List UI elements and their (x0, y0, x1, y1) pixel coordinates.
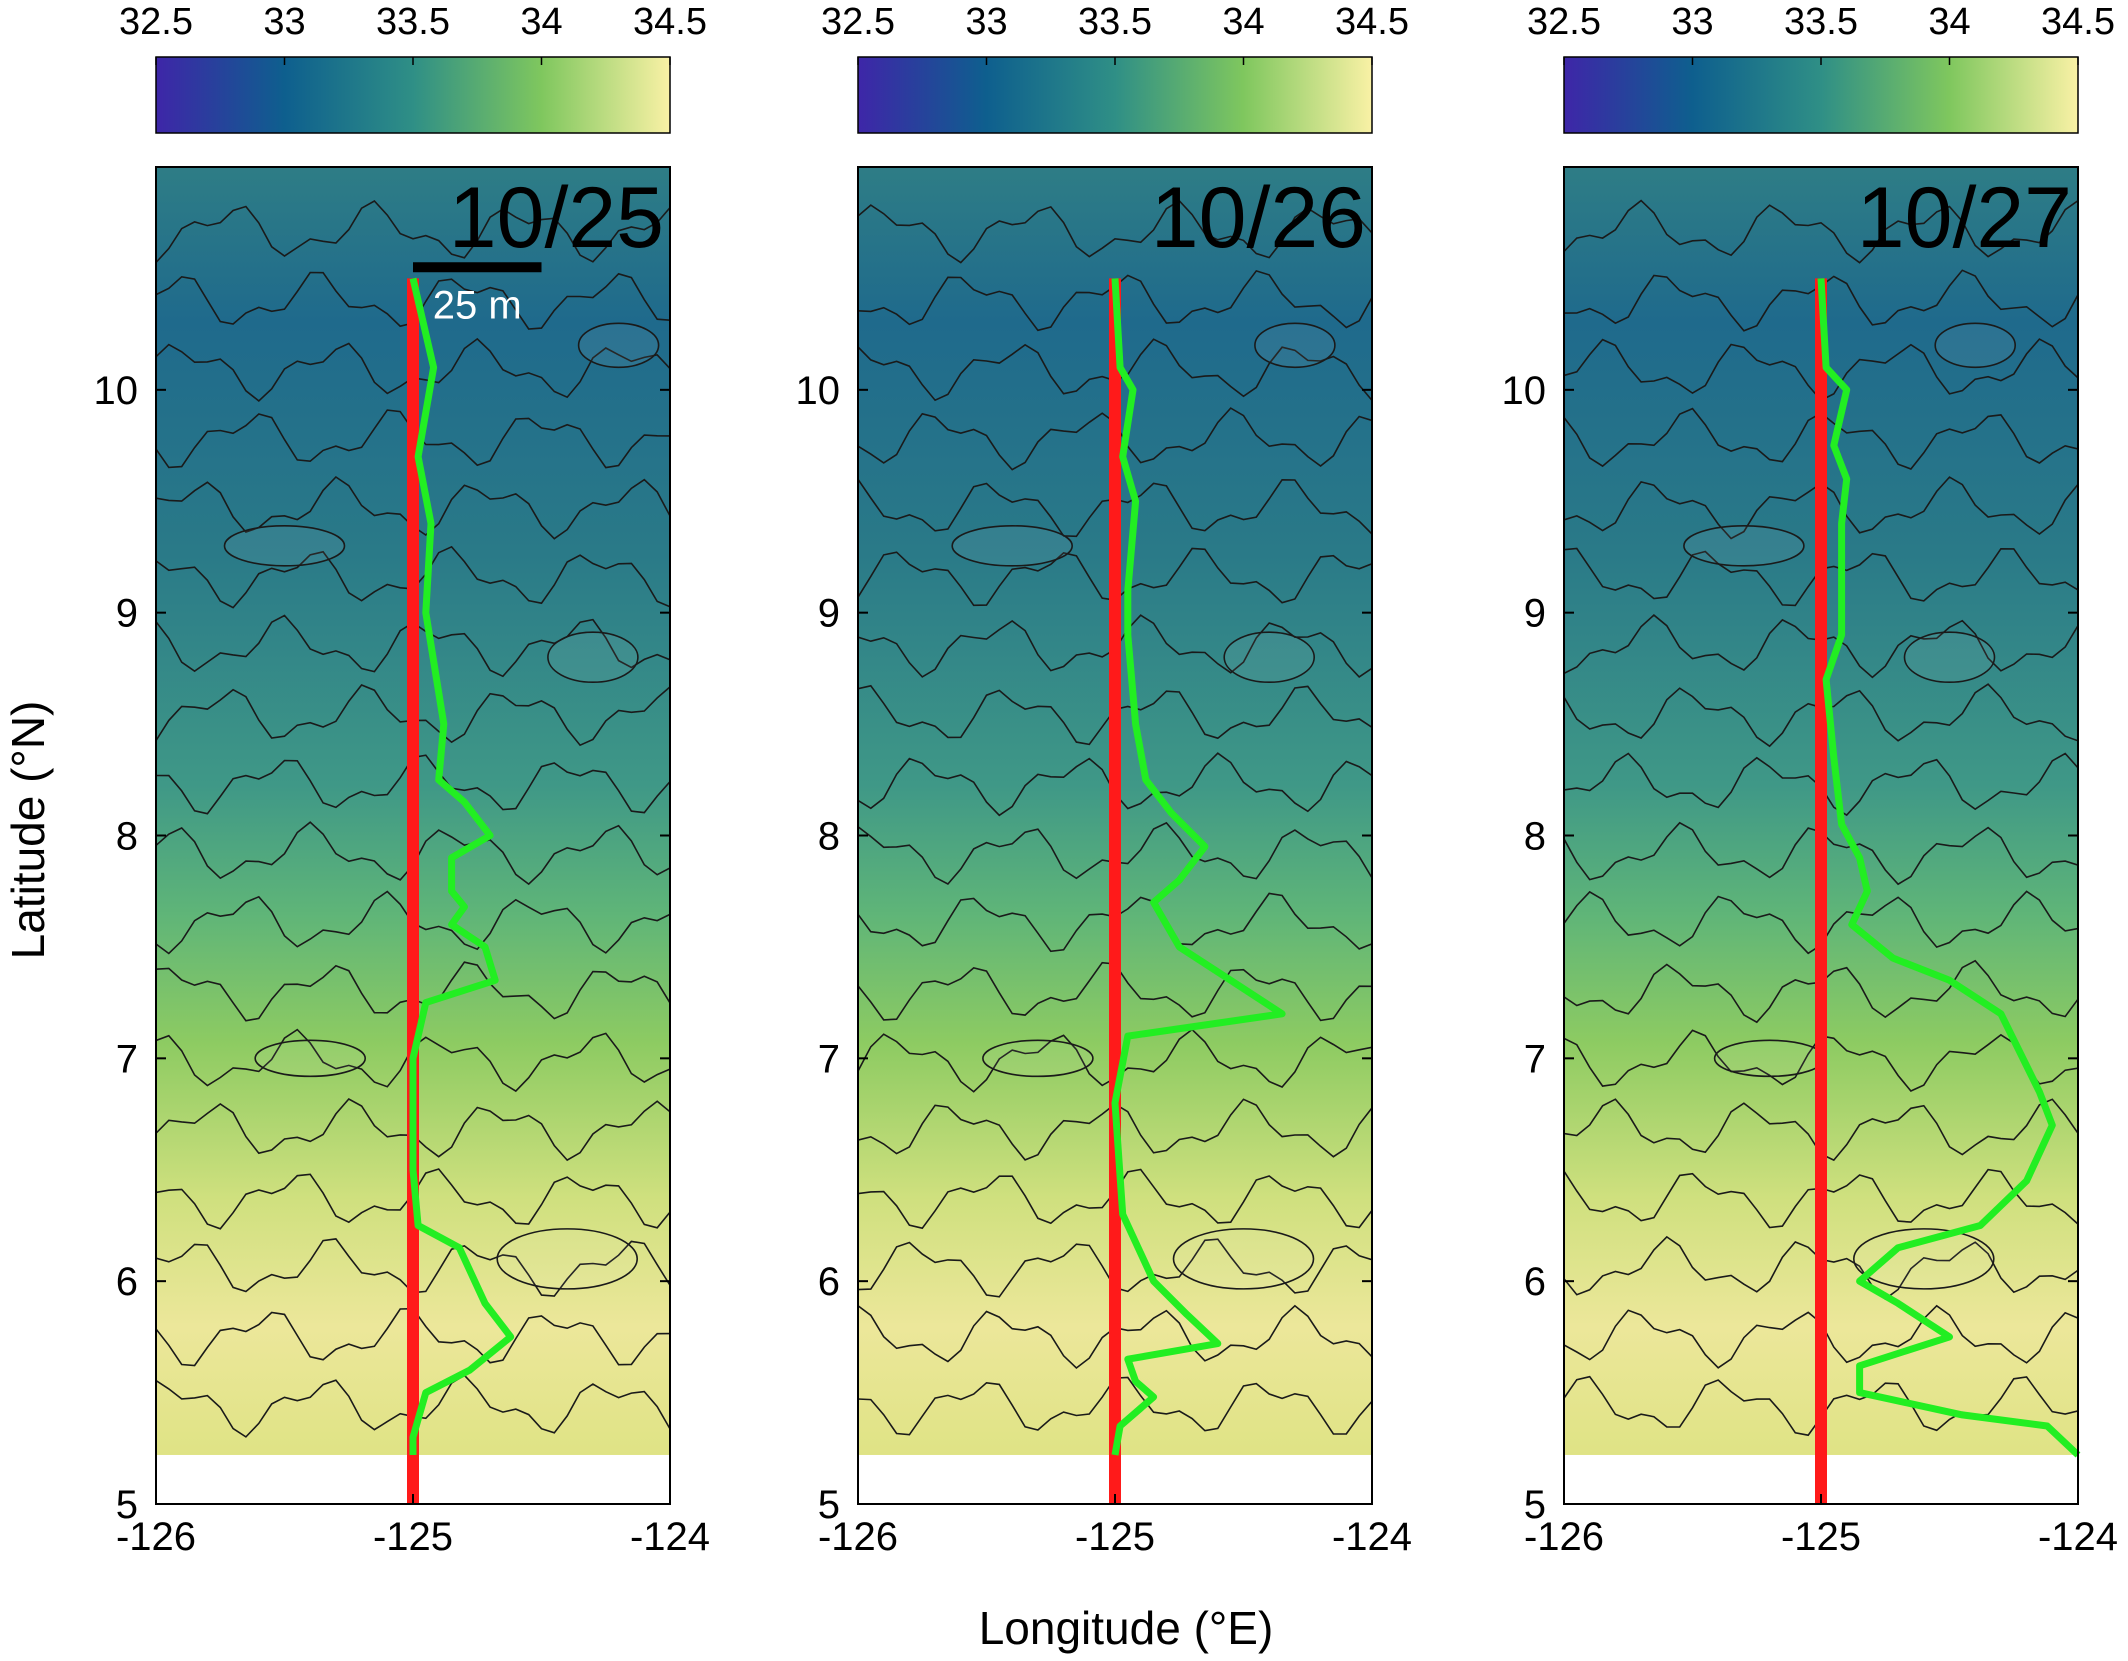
y-axis-label: Latitude (°N) (2, 701, 54, 960)
contour-blob (254, 1039, 367, 1078)
x-tick-label: -124 (1332, 1515, 1412, 1559)
contour-blob (1683, 525, 1805, 567)
y-tick-label: 8 (1524, 815, 1546, 859)
contour-blob (1853, 1228, 1995, 1290)
y-tick-label: 6 (116, 1260, 138, 1304)
x-tick-label: -125 (1781, 1515, 1861, 1559)
scale-bar-label: 25 m (433, 284, 522, 328)
contour-line (156, 199, 670, 264)
y-tick-label: 5 (818, 1483, 840, 1527)
colorbar-tick-label: 33.5 (1078, 1, 1152, 43)
x-tick-label: -126 (1524, 1515, 1604, 1559)
profile-line (409, 277, 515, 1455)
y-tick-label: 10 (796, 369, 841, 413)
colorbar (155, 56, 671, 134)
panel-3: 32.5 33 33.5 34 34.5 5 6 7 8 9 10 -126 -125 -124 10/27 (1502, 1, 2119, 1559)
colorbar (857, 56, 1373, 134)
colorbar-tick-label: 33 (263, 1, 305, 43)
colorbar-tick-label: 34 (1222, 1, 1264, 43)
contour-blob (1713, 1039, 1826, 1078)
colorbar-tick-label: 32.5 (1527, 1, 1601, 43)
colorbar-tick-label: 33.5 (1784, 1, 1858, 43)
x-tick-label: -126 (116, 1515, 196, 1559)
contour-blob (1254, 322, 1336, 369)
contour-blob (496, 1228, 639, 1290)
contour-blob (1223, 631, 1315, 684)
x-tick-label: -125 (1075, 1515, 1155, 1559)
y-tick-label: 7 (1524, 1037, 1546, 1081)
y-tick-label: 10 (94, 369, 139, 413)
x-axis-label: Longitude (°E) (979, 1602, 1274, 1654)
colorbar-tick-label: 34 (520, 1, 562, 43)
y-tick-label: 5 (1524, 1483, 1546, 1527)
contour-blob (577, 322, 660, 369)
contour-blob (982, 1039, 1094, 1078)
profile-line (1111, 278, 1286, 1456)
colorbar-tick-label: 33.5 (376, 1, 450, 43)
x-tick-label: -126 (818, 1515, 898, 1559)
colorbar-tick-label: 34 (1928, 1, 1970, 43)
colorbar-tick-label: 32.5 (119, 1, 193, 43)
y-tick-label: 6 (818, 1260, 840, 1304)
contour-blob (1934, 322, 2016, 369)
y-tick-label: 7 (818, 1037, 840, 1081)
panel-date: 10/25 (449, 170, 664, 266)
y-tick-label: 6 (1524, 1260, 1546, 1304)
panel-1: 32.5 33 33.5 34 34.5 5 6 7 8 9 10 -126 -125 -124 10/25… (94, 1, 711, 1559)
colorbar-tick-label: 34.5 (2041, 1, 2115, 43)
contour-blob (1172, 1228, 1315, 1290)
y-tick-label: 10 (1502, 369, 1547, 413)
colorbar-tick-label: 33 (1671, 1, 1713, 43)
colorbar-tick-label: 33 (965, 1, 1007, 43)
y-tick-label: 9 (116, 592, 138, 636)
contour-blob (547, 631, 639, 684)
y-tick-label: 8 (116, 815, 138, 859)
profile-line (1817, 278, 2081, 1458)
x-tick-label: -124 (2038, 1515, 2118, 1559)
y-tick-label: 5 (116, 1483, 138, 1527)
contour-line (1564, 199, 2078, 264)
x-tick-label: -125 (373, 1515, 453, 1559)
y-tick-label: 9 (818, 592, 840, 636)
panel-2: 32.5 33 33.5 34 34.5 5 6 7 8 9 10 -126 -125 -124 10/26 (796, 1, 1413, 1559)
panel-date: 10/26 (1151, 170, 1366, 266)
colorbar-tick-label: 34.5 (1335, 1, 1409, 43)
colorbar-tick-label: 32.5 (821, 1, 895, 43)
panel-date: 10/27 (1857, 170, 2072, 266)
y-tick-label: 8 (818, 815, 840, 859)
colorbar (1563, 56, 2079, 134)
y-tick-label: 9 (1524, 592, 1546, 636)
y-tick-label: 7 (116, 1037, 138, 1081)
contour-line (858, 199, 1372, 264)
colorbar-tick-label: 34.5 (633, 1, 707, 43)
contour-blob (223, 525, 346, 567)
panels-group: 32.5 33 33.5 34 34.5 5 6 7 8 9 10 -126 -125 -124 10/25… (94, 1, 2119, 1559)
x-tick-label: -124 (630, 1515, 710, 1559)
contour-blob (1903, 631, 1996, 684)
contour-blob (951, 525, 1074, 567)
